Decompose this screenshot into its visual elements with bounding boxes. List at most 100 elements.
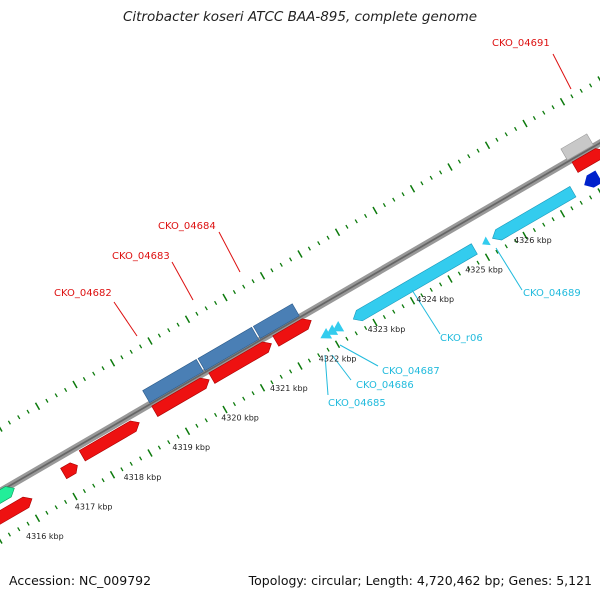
minor-tick xyxy=(495,137,499,142)
minor-tick xyxy=(579,200,583,205)
scale-label: 4320 kbp xyxy=(221,414,259,423)
minor-tick xyxy=(429,287,433,292)
forward-cds-5 xyxy=(208,341,272,384)
scale-label: 4316 kbp xyxy=(26,532,64,541)
minor-tick xyxy=(167,328,171,333)
minor-tick xyxy=(279,374,283,379)
minor-tick xyxy=(26,409,30,414)
minor-tick xyxy=(17,415,21,420)
scale-label: 4325 kbp xyxy=(465,266,503,275)
reverse-cds-1 xyxy=(320,328,333,339)
inner-tick-ring xyxy=(0,188,600,544)
major-tick xyxy=(184,315,191,324)
minor-tick xyxy=(7,420,11,425)
minor-tick xyxy=(242,284,246,289)
minor-tick xyxy=(120,355,124,360)
reverse-cds-6 xyxy=(492,186,577,241)
minor-tick xyxy=(45,398,49,403)
minor-tick xyxy=(279,262,283,267)
minor-tick xyxy=(542,110,546,115)
minor-tick xyxy=(157,333,161,338)
minor-tick xyxy=(542,222,546,227)
major-tick xyxy=(484,141,491,150)
major-tick xyxy=(559,97,566,106)
minor-tick xyxy=(570,94,574,99)
minor-tick xyxy=(64,499,68,505)
minor-tick xyxy=(232,289,236,295)
major-tick xyxy=(597,188,600,194)
scale-labels: 4316 kbp 4317 kbp 4318 kbp 4319 kbp 4320 kbp… xyxy=(26,236,552,541)
minor-tick xyxy=(120,467,124,472)
minor-tick xyxy=(289,369,293,374)
forward-cds-2 xyxy=(60,462,78,480)
minor-tick xyxy=(270,380,274,385)
minor-tick xyxy=(251,391,255,396)
scale-label: 4323 kbp xyxy=(368,325,406,334)
major-tick xyxy=(222,405,228,414)
major-tick xyxy=(484,253,491,262)
minor-tick xyxy=(551,217,555,222)
minor-tick xyxy=(157,445,161,450)
minor-tick xyxy=(401,304,405,309)
minor-tick xyxy=(382,202,386,208)
minor-tick xyxy=(129,349,133,354)
minor-tick xyxy=(345,336,349,341)
minor-tick xyxy=(214,412,218,418)
gene-label: CKO_04686 xyxy=(356,380,414,391)
minor-tick xyxy=(457,271,461,276)
callout-lines xyxy=(113,53,572,396)
minor-tick xyxy=(354,331,358,336)
minor-tick xyxy=(514,126,518,132)
minor-tick xyxy=(420,181,424,186)
minor-tick xyxy=(354,219,358,224)
minor-tick xyxy=(54,393,58,398)
scale-label: 4319 kbp xyxy=(172,443,210,452)
gene-label: CKO_r06 xyxy=(440,333,483,344)
scale-label: 4326 kbp xyxy=(514,236,552,245)
minor-tick xyxy=(392,309,396,314)
major-tick xyxy=(334,340,341,349)
minor-tick xyxy=(551,105,555,110)
minor-tick xyxy=(589,83,593,88)
minor-tick xyxy=(364,213,368,219)
major-tick xyxy=(0,538,3,544)
minor-tick xyxy=(139,344,143,349)
scale-label: 4322 kbp xyxy=(319,354,357,363)
genome-summary-text: Topology: circular; Length: 4,720,462 bp… xyxy=(248,573,592,588)
minor-tick xyxy=(504,132,508,137)
minor-tick xyxy=(467,266,471,271)
minor-tick xyxy=(139,456,143,461)
major-tick xyxy=(34,514,41,523)
forward-cds-3 xyxy=(78,420,140,462)
minor-tick xyxy=(467,154,471,159)
forward-cds-1 xyxy=(0,496,33,526)
gene-label: CKO_04685 xyxy=(328,398,386,409)
scale-label: 4318 kbp xyxy=(124,473,162,482)
major-tick xyxy=(222,293,228,302)
minor-tick xyxy=(242,396,246,401)
major-tick xyxy=(259,271,266,280)
minor-tick xyxy=(54,505,58,510)
major-tick xyxy=(0,426,3,432)
minor-tick xyxy=(514,238,518,244)
other-gene xyxy=(0,486,15,511)
minor-tick xyxy=(392,197,396,202)
forward-cds-4 xyxy=(151,377,210,417)
minor-tick xyxy=(167,440,171,445)
reverse-cds-2 xyxy=(326,324,339,335)
accession-text: Accession: NC_009792 xyxy=(9,573,152,588)
major-tick xyxy=(297,362,303,370)
minor-tick xyxy=(101,478,105,483)
reverse-cds-5 xyxy=(482,236,491,246)
minor-tick xyxy=(204,306,208,311)
minor-tick xyxy=(504,244,508,249)
major-tick xyxy=(34,402,41,411)
minor-tick xyxy=(476,148,480,153)
major-tick xyxy=(147,449,153,457)
map-title: Citrobacter koseri ATCC BAA-895, complet… xyxy=(122,9,478,25)
major-tick xyxy=(147,337,153,345)
minor-tick xyxy=(101,366,105,371)
minor-tick xyxy=(214,300,218,306)
minor-tick xyxy=(345,224,349,229)
